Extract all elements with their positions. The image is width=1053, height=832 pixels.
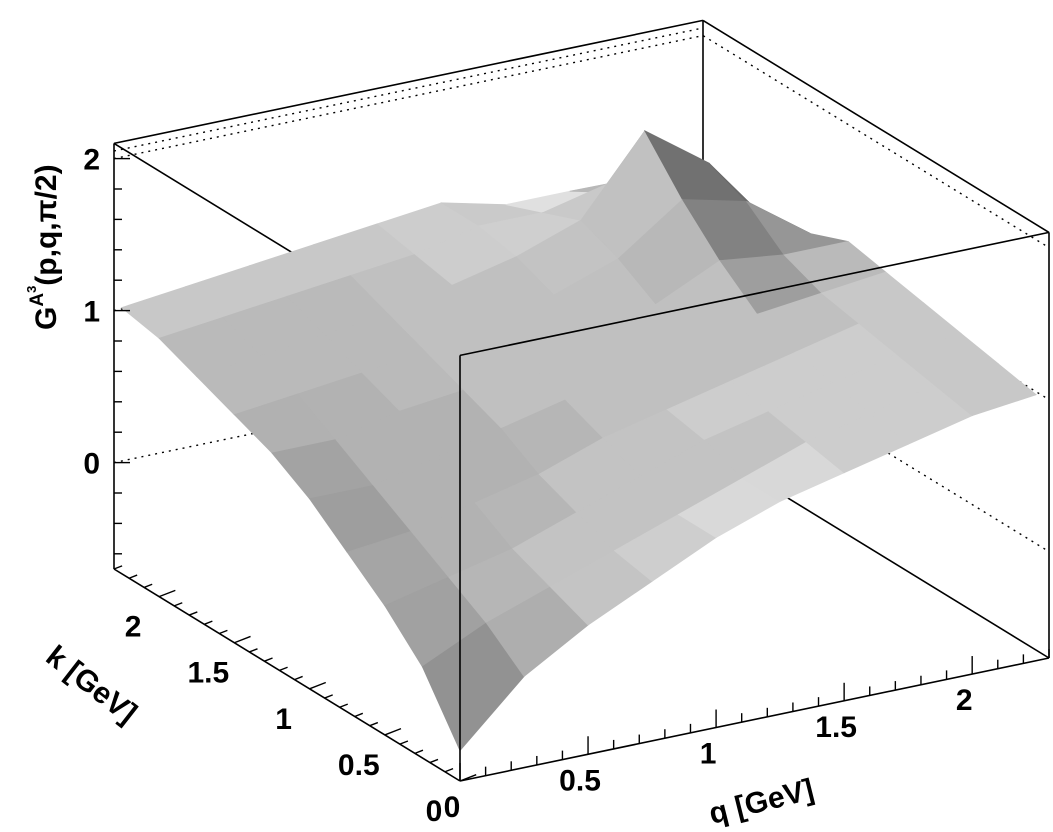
box-edge-back-top [113, 19, 704, 145]
y-tick-label-3: 1.5 [187, 657, 229, 690]
x-tick-label-0: 0 [444, 791, 461, 824]
y-minor-tick-1.8 [188, 611, 198, 616]
y-minor-tick-0.1 [444, 767, 454, 773]
y-minor-tick-1.2 [279, 666, 288, 672]
y-minor-tick-1.3 [264, 657, 273, 662]
x-axis-label: q [GeV] [706, 773, 817, 831]
box-edge-right-top [702, 19, 1050, 234]
y-tick-label-2: 1 [275, 703, 292, 736]
surface-patch-8-0 [933, 363, 1038, 417]
box-edge-bottom-front [459, 657, 1050, 782]
x-tick-label-3: 1.5 [815, 711, 857, 744]
y-tick-label-1: 0.5 [338, 749, 380, 782]
y-minor-tick-1.9 [173, 602, 183, 607]
y-minor-tick-0.3 [414, 749, 424, 755]
y-minor-tick-0.8 [339, 703, 349, 708]
x-tick-label-2: 1 [700, 738, 717, 771]
y-minor-tick-0.4 [399, 740, 409, 745]
y-tick-label-0: 0 [426, 795, 443, 828]
y-minor-tick-0.9 [324, 694, 333, 699]
x-tick-label-4: 2 [956, 684, 973, 717]
tick-layer: 0 0.5 1 1.5 2 0 0.5 1 1.5 2 0 1 2 [83, 144, 1050, 828]
box-edge-bottom-left [113, 568, 461, 782]
y-minor-tick-1.7 [204, 620, 213, 625]
box-front-layer [459, 231, 1050, 781]
y-minor-tick-2.2 [128, 574, 138, 579]
y-major-tick-0.5 [384, 727, 402, 736]
z-tick-label-2: 2 [83, 144, 100, 177]
y-major-tick-0.0 [459, 774, 477, 782]
y-minor-tick-2.1 [143, 583, 153, 589]
y-minor-tick-1.1 [294, 675, 303, 681]
y-minor-tick-0.7 [354, 712, 364, 718]
surface-layer [120, 129, 1038, 752]
y-minor-tick-1.6 [219, 629, 228, 635]
y-major-tick-2.0 [158, 589, 176, 598]
z-axis-label: GA3(p,q,π/2) [24, 164, 63, 330]
y-minor-tick-0.2 [429, 758, 439, 764]
z-tick-label-1: 1 [83, 296, 100, 329]
y-minor-tick-1.4 [249, 648, 258, 653]
y-minor-tick-2.3 [113, 565, 123, 570]
box-edge-front-top [459, 231, 1050, 357]
y-major-tick-1.5 [234, 635, 251, 644]
y-tick-label-4: 2 [125, 611, 142, 644]
grid-line-top [113, 27, 704, 152]
y-major-tick-1.0 [309, 681, 327, 690]
x-tick-label-1: 0.5 [559, 764, 601, 797]
y-axis-label: k [GeV] [40, 640, 143, 731]
z-tick-label-0: 0 [83, 448, 100, 481]
y-minor-tick-0.6 [369, 721, 379, 727]
